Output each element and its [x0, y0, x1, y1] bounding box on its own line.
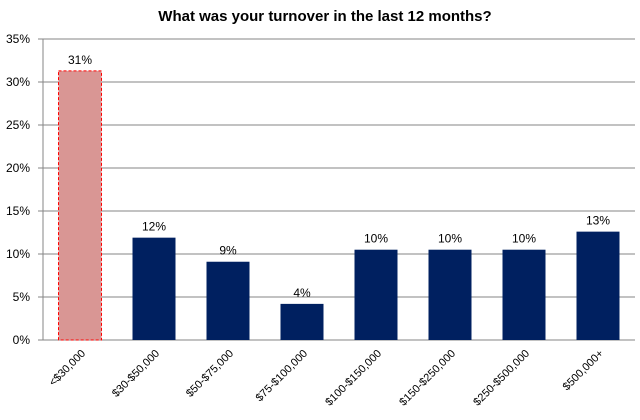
bar	[354, 249, 398, 340]
bar	[58, 70, 102, 341]
y-tick-label: 5%	[13, 290, 31, 304]
x-tick-label: $100-$150,000	[323, 348, 384, 409]
bar	[428, 249, 472, 340]
data-label: 10%	[438, 232, 462, 246]
x-tick-label: $50-$75,000	[184, 348, 236, 400]
chart-title: What was your turnover in the last 12 mo…	[158, 8, 491, 25]
y-tick-label: 0%	[13, 333, 31, 347]
y-tick-label: 15%	[6, 204, 30, 218]
data-label: 9%	[219, 244, 237, 258]
x-tick-label: <$30,000	[47, 348, 88, 389]
data-label: 12%	[142, 220, 166, 234]
y-tick-label: 10%	[6, 247, 30, 261]
x-tick-label: $500,000+	[561, 348, 606, 393]
bar	[206, 261, 250, 340]
x-tick-label: $250-$500,000	[471, 348, 532, 409]
bar	[502, 249, 546, 340]
x-tick-label: $30-$50,000	[110, 348, 162, 400]
y-tick-label: 30%	[6, 75, 30, 89]
x-tick-label: $75-$100,000	[254, 348, 311, 405]
x-tick-label: $150-$250,000	[397, 348, 458, 409]
data-label: 10%	[364, 232, 388, 246]
bar	[280, 303, 324, 340]
data-label: 13%	[586, 214, 610, 228]
y-tick-label: 25%	[6, 118, 30, 132]
y-tick-label: 20%	[6, 161, 30, 175]
y-tick-label: 35%	[6, 32, 30, 46]
data-label: 31%	[68, 53, 92, 67]
data-label: 10%	[512, 232, 536, 246]
data-label: 4%	[293, 286, 311, 300]
bar	[132, 237, 176, 340]
bar	[576, 231, 620, 340]
